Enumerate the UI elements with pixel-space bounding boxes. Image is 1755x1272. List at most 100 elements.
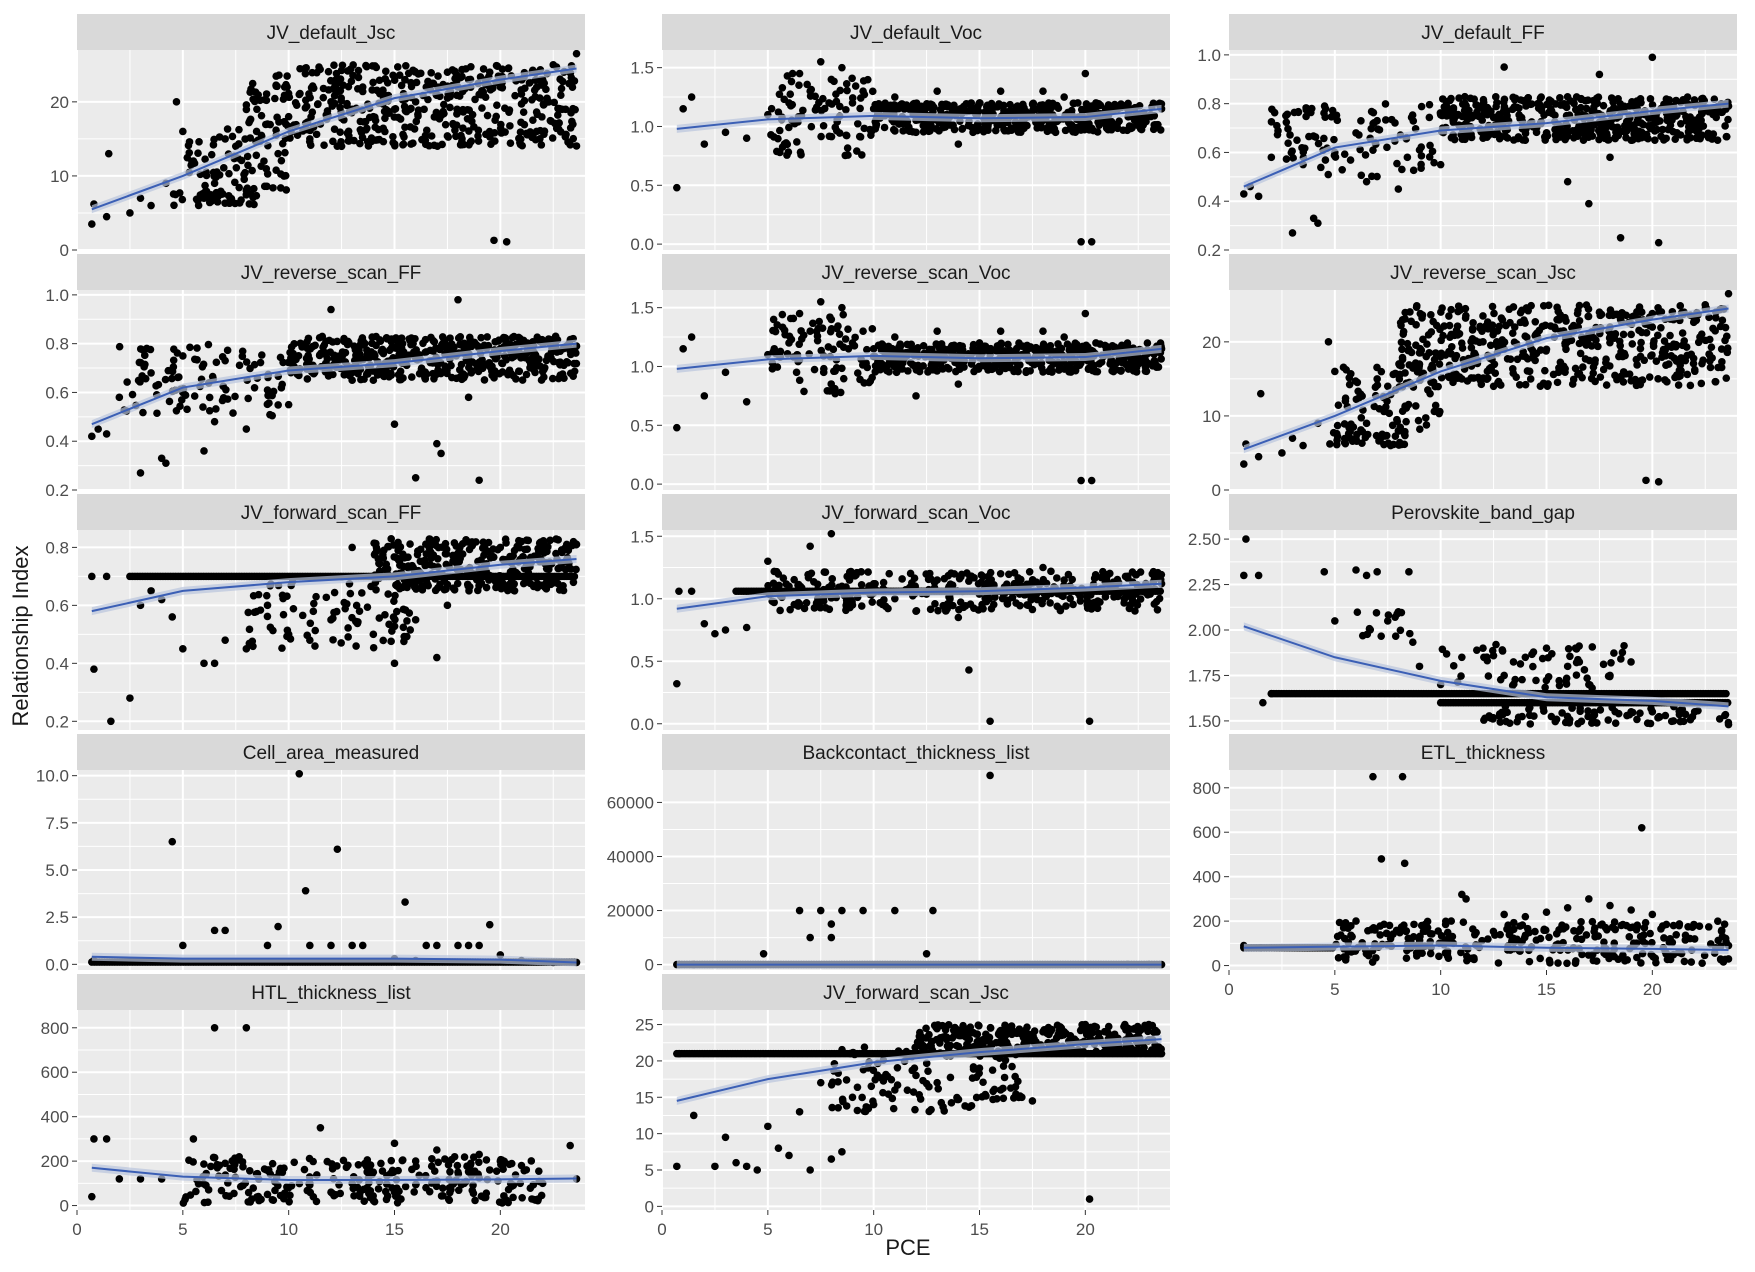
data-point bbox=[449, 557, 457, 565]
data-point bbox=[530, 86, 539, 95]
data-point bbox=[1479, 338, 1487, 346]
data-point bbox=[381, 67, 390, 76]
data-point bbox=[136, 345, 145, 353]
data-point bbox=[410, 579, 419, 587]
data-point bbox=[969, 340, 978, 349]
data-point bbox=[115, 393, 124, 402]
data-point bbox=[1071, 339, 1080, 347]
data-point bbox=[785, 99, 793, 107]
data-point bbox=[1409, 166, 1418, 175]
data-point bbox=[815, 317, 824, 326]
data-point bbox=[385, 109, 393, 117]
data-point bbox=[570, 367, 579, 376]
data-point bbox=[1555, 128, 1564, 136]
data-point bbox=[128, 390, 137, 399]
data-point bbox=[1484, 324, 1492, 333]
data-point bbox=[1440, 103, 1449, 111]
data-point bbox=[306, 636, 314, 644]
data-point bbox=[399, 140, 408, 148]
data-point bbox=[453, 110, 461, 118]
strip-jv-default-jsc bbox=[77, 14, 585, 50]
data-point bbox=[1652, 357, 1661, 366]
data-point bbox=[107, 717, 115, 726]
data-point bbox=[147, 587, 155, 595]
data-point bbox=[517, 100, 526, 108]
data-point bbox=[1544, 301, 1553, 310]
data-point bbox=[530, 366, 538, 374]
data-point bbox=[976, 125, 984, 134]
data-point bbox=[1361, 151, 1370, 159]
data-point bbox=[1157, 355, 1165, 363]
data-point bbox=[442, 560, 451, 569]
data-point bbox=[1589, 363, 1598, 371]
data-point bbox=[864, 568, 872, 576]
data-point bbox=[1352, 129, 1360, 137]
data-point bbox=[1427, 328, 1436, 336]
data-point bbox=[441, 120, 450, 129]
data-point bbox=[778, 310, 787, 319]
data-point bbox=[1493, 327, 1502, 335]
data-point bbox=[1412, 402, 1420, 410]
data-point bbox=[1442, 112, 1451, 120]
data-point bbox=[172, 406, 181, 415]
data-point bbox=[540, 373, 548, 381]
y-tick-label: 0 bbox=[60, 241, 69, 260]
data-point bbox=[1585, 126, 1594, 135]
data-point bbox=[1053, 574, 1061, 582]
data-point bbox=[977, 571, 986, 579]
data-point bbox=[1397, 338, 1406, 347]
data-point bbox=[1491, 93, 1500, 101]
data-point bbox=[830, 367, 838, 376]
data-point bbox=[1607, 94, 1616, 102]
data-point bbox=[1278, 449, 1286, 457]
data-point bbox=[927, 361, 936, 369]
data-point bbox=[1542, 345, 1551, 354]
data-point bbox=[223, 395, 232, 403]
data-point bbox=[194, 196, 202, 205]
data-point bbox=[1038, 596, 1047, 605]
data-point bbox=[1689, 125, 1698, 134]
data-point bbox=[1043, 347, 1051, 356]
data-point bbox=[1320, 134, 1328, 143]
data-point bbox=[419, 339, 427, 348]
data-point bbox=[1497, 314, 1506, 322]
data-point bbox=[950, 570, 959, 578]
data-point bbox=[794, 598, 803, 607]
data-point bbox=[510, 352, 518, 361]
data-point bbox=[932, 340, 941, 348]
data-point bbox=[540, 100, 549, 108]
data-point bbox=[1722, 132, 1731, 141]
data-point bbox=[1592, 336, 1600, 345]
data-point bbox=[809, 319, 817, 328]
data-point bbox=[769, 315, 778, 324]
data-point bbox=[231, 392, 239, 401]
data-point bbox=[1491, 113, 1499, 122]
data-point bbox=[102, 572, 111, 581]
data-point bbox=[228, 132, 237, 141]
data-point bbox=[1374, 125, 1382, 133]
data-point bbox=[1135, 359, 1143, 367]
data-point bbox=[1330, 135, 1338, 144]
data-point bbox=[1345, 380, 1354, 389]
data-point bbox=[867, 131, 875, 139]
data-point bbox=[956, 365, 964, 373]
data-point bbox=[199, 360, 208, 369]
data-point bbox=[289, 604, 298, 613]
data-point bbox=[1562, 130, 1571, 139]
data-point bbox=[816, 57, 825, 66]
data-point bbox=[1284, 139, 1292, 147]
data-point bbox=[1682, 112, 1690, 121]
data-point bbox=[231, 178, 239, 187]
data-point bbox=[1458, 375, 1466, 383]
data-point bbox=[1707, 343, 1716, 351]
data-point bbox=[329, 636, 337, 644]
data-point bbox=[303, 337, 311, 346]
data-point bbox=[1460, 106, 1469, 115]
data-point bbox=[1560, 365, 1569, 373]
data-point bbox=[242, 101, 251, 109]
data-point bbox=[235, 183, 243, 192]
data-point bbox=[1331, 367, 1339, 376]
data-point bbox=[323, 107, 332, 115]
y-tick-label: 0.8 bbox=[1197, 95, 1221, 114]
data-point bbox=[231, 142, 240, 151]
